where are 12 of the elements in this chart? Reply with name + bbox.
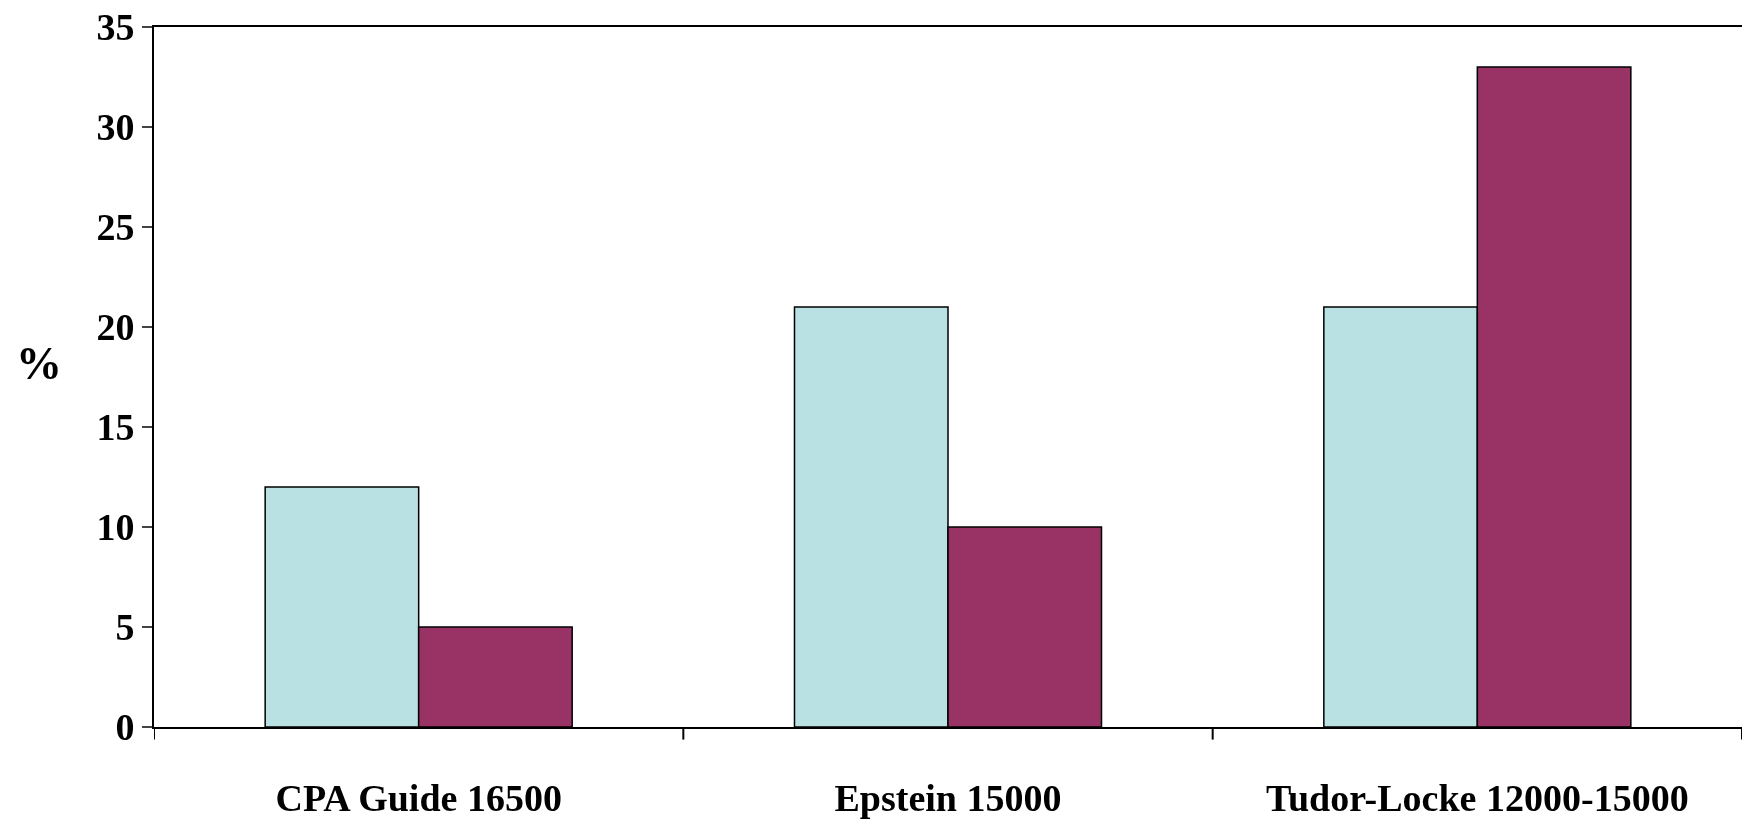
- x-tick-label: CPA Guide 16500: [275, 776, 562, 819]
- x-tick-label: Tudor-Locke 12000-15000: [1266, 776, 1689, 819]
- y-tick-label: 25: [96, 206, 135, 249]
- x-tick-label: Epstein 15000: [834, 776, 1062, 819]
- y-tick-label: 20: [96, 306, 135, 349]
- y-tick-label: 35: [96, 6, 135, 49]
- y-tick-label: 10: [96, 506, 135, 549]
- y-tick-label: 15: [96, 406, 135, 449]
- y-tick-label: 0: [115, 706, 135, 749]
- y-tick-label: 30: [96, 106, 135, 149]
- y-axis-title: %: [16, 338, 62, 389]
- y-tick-label: 5: [115, 606, 135, 649]
